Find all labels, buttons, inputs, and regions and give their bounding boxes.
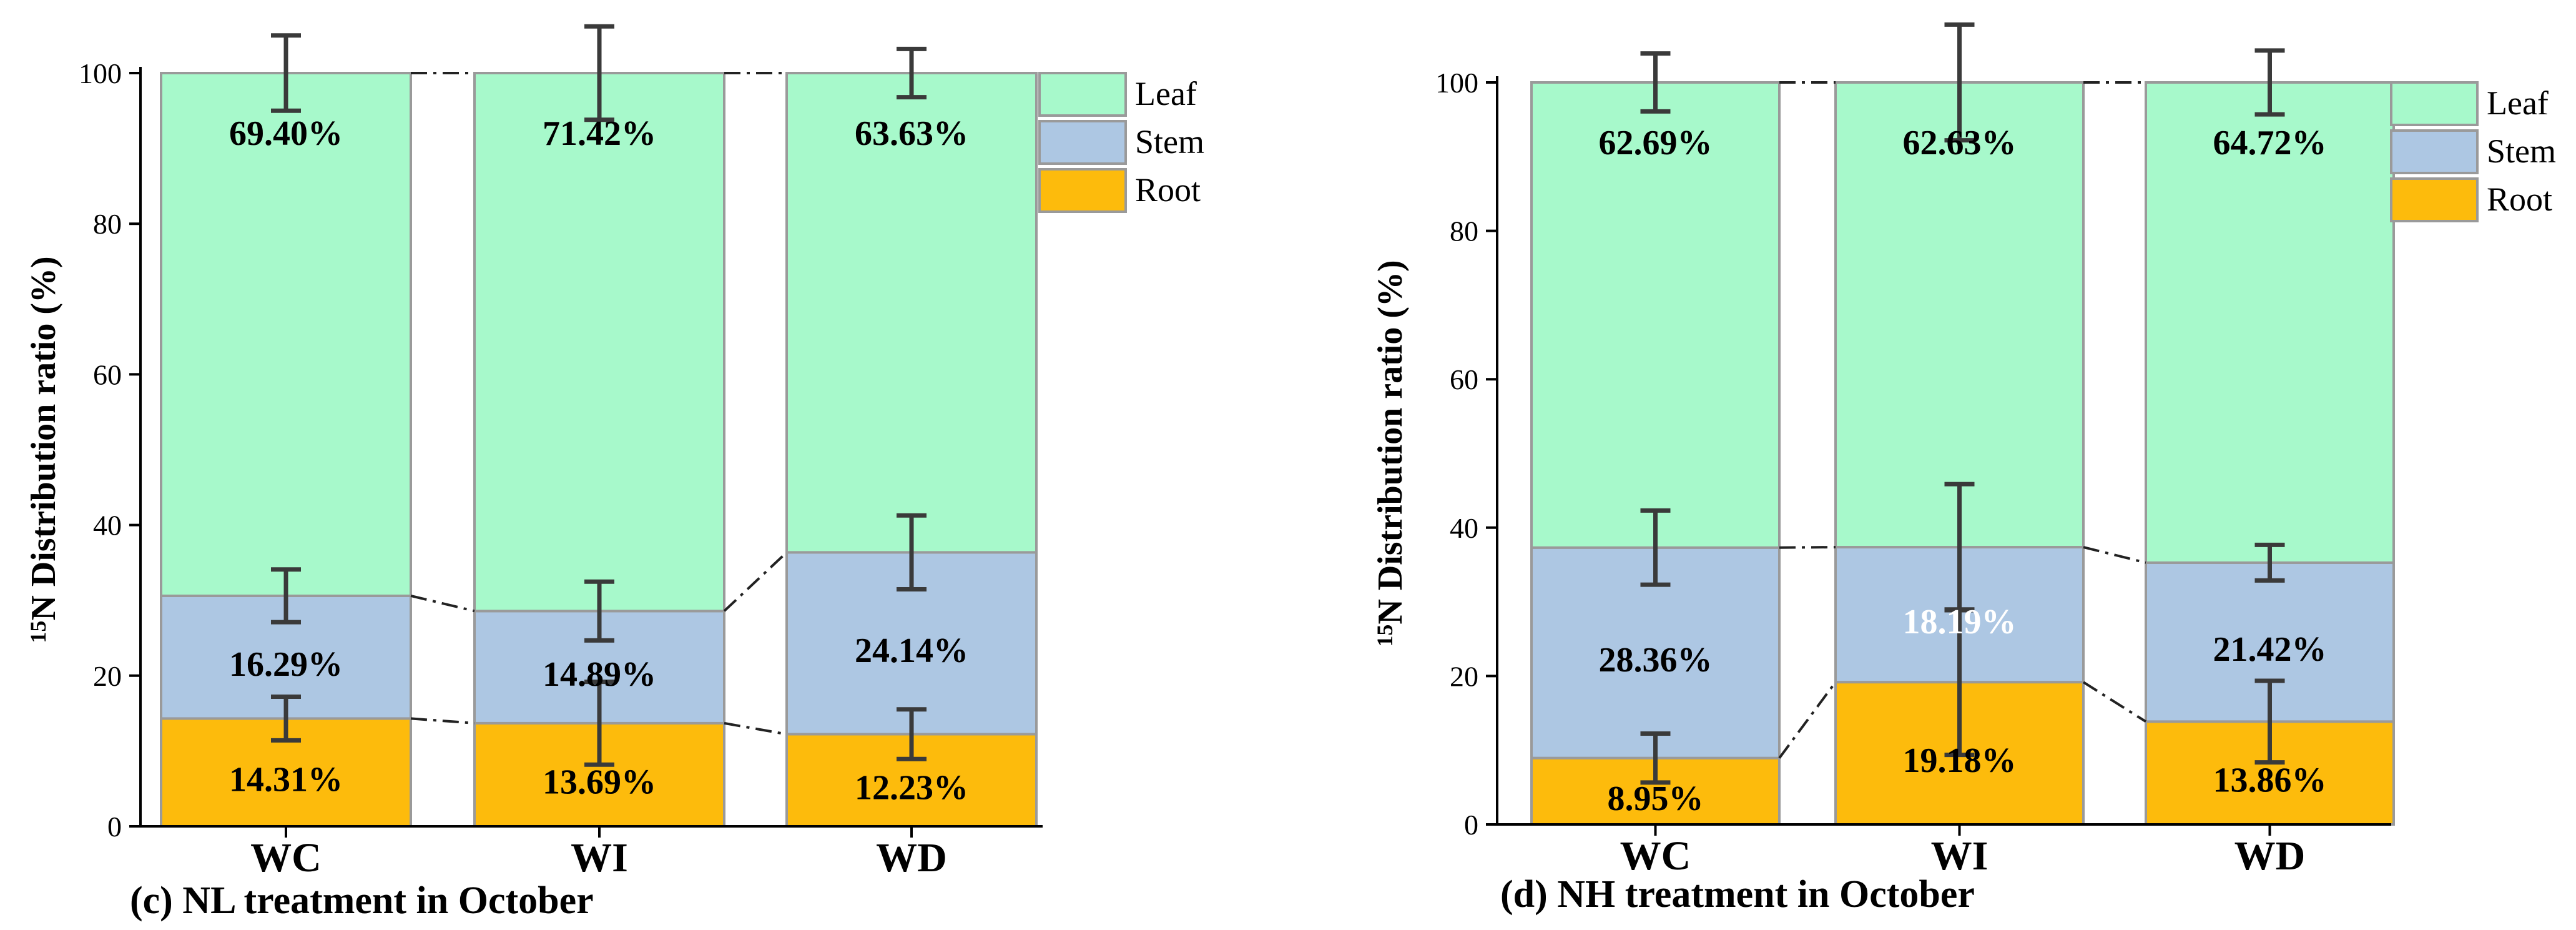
data-label-stem-wc: 16.29% <box>229 645 343 684</box>
bar-leaf-wd <box>2145 81 2395 564</box>
legend-swatch-root <box>1038 168 1127 213</box>
connector-line <box>410 595 475 613</box>
legend-label-leaf: Leaf <box>2487 84 2549 122</box>
chart-title: (c) NL treatment in October <box>130 879 594 922</box>
error-bar-leaf-wi <box>1944 22 1975 143</box>
data-label-root-wd: 13.86% <box>2213 761 2327 800</box>
legend: Leaf Stem Root <box>1038 72 1204 213</box>
bar-root-wi <box>473 721 725 828</box>
y-tick-label: 20 <box>93 660 122 692</box>
error-bar-stem-wi <box>1944 482 1975 613</box>
error-bar-root-wd <box>897 707 927 761</box>
y-tick-label: 60 <box>93 359 122 390</box>
legend-label-root: Root <box>1135 171 1201 209</box>
y-axis-label: 15N Distribution ratio (%) <box>24 256 63 643</box>
data-label-leaf-wi: 71.42% <box>543 114 656 153</box>
x-tick-label-wd: WD <box>876 835 947 881</box>
x-tick-label-wi: WI <box>571 835 628 881</box>
error-bar-leaf-wi <box>584 24 614 122</box>
y-tick-label: 40 <box>1450 512 1478 544</box>
y-tick-label: 100 <box>79 57 122 89</box>
y-tick-label: 80 <box>1450 215 1478 247</box>
legend-swatch-leaf <box>1038 72 1127 117</box>
legend-label-stem: Stem <box>2487 132 2556 170</box>
y-tick-label: 40 <box>93 510 122 542</box>
error-bar-root-wc <box>271 694 301 743</box>
error-bar-stem-wi <box>584 579 614 643</box>
data-label-stem-wc: 28.36% <box>1599 641 1713 680</box>
legend-label-root: Root <box>2487 181 2552 218</box>
data-label-stem-wd: 24.14% <box>855 631 968 670</box>
y-tick-label: 20 <box>1450 660 1478 692</box>
bar-leaf-wi <box>1834 81 2085 549</box>
y-axis-label-text: N Distribution ratio (%) <box>24 256 63 620</box>
bar-leaf-wd <box>785 72 1038 554</box>
legend-swatch-leaf <box>2390 81 2479 126</box>
data-label-leaf-wc: 69.40% <box>229 114 343 153</box>
connector-line <box>2082 681 2147 723</box>
y-tick-label: 0 <box>1464 809 1478 841</box>
legend-swatch-stem <box>1038 120 1127 165</box>
error-bar-leaf-wc <box>1640 51 1671 114</box>
x-tick-label-wd: WD <box>2234 833 2306 879</box>
data-label-leaf-wd: 63.63% <box>855 114 968 153</box>
chart-panel-c: 14.31% 16.29% 69.40% 13.69% 14.89% 71.42% 12.2… <box>24 24 1204 922</box>
error-bar-root-wd <box>2254 678 2285 765</box>
connector-line <box>723 551 788 612</box>
connector-line <box>2083 546 2146 564</box>
connector-line <box>410 717 475 725</box>
x-tick-label-wc: WC <box>250 835 322 881</box>
legend-swatch-root <box>2390 177 2479 222</box>
data-label-stem-wi: 14.89% <box>543 655 656 694</box>
data-label-leaf-wd: 64.72% <box>2213 124 2327 162</box>
y-tick-label: 100 <box>1435 67 1478 99</box>
connector-line <box>1778 681 1837 759</box>
y-axis-label: 15N Distribution ratio (%) <box>1371 260 1410 646</box>
error-bar-root-wi <box>584 680 614 767</box>
connector-line <box>1779 546 1836 549</box>
x-tick-label-wi: WI <box>1931 833 1989 879</box>
data-label-root-wc: 8.95% <box>1608 779 1704 818</box>
legend-swatch-stem <box>2390 129 2479 174</box>
data-label-root-wc: 14.31% <box>229 761 343 799</box>
bar-leaf-wc <box>1530 81 1781 549</box>
y-axis-label-text: N Distribution ratio (%) <box>1371 260 1410 624</box>
y-tick-label: 60 <box>1450 364 1478 395</box>
data-label-root-wi: 13.69% <box>543 763 656 801</box>
data-label-stem-wi: 18.19% <box>1903 603 2017 641</box>
legend: Leaf Stem Root <box>2390 81 2556 222</box>
data-label-leaf-wi: 62.63% <box>1903 124 2017 162</box>
chart-title: (d) NH treatment in October <box>1500 873 1975 916</box>
bar-leaf-wi <box>473 72 725 613</box>
error-bar-leaf-wd <box>2254 48 2285 117</box>
error-bar-stem-wd <box>2254 542 2285 583</box>
x-tick-label-wc: WC <box>1620 833 1691 879</box>
connector-line <box>724 721 787 736</box>
error-bar-stem-wc <box>271 567 301 625</box>
y-axis-label-superscript: 15 <box>26 621 51 643</box>
error-bar-leaf-wd <box>897 46 927 100</box>
legend-label-stem: Stem <box>1135 123 1204 161</box>
y-tick-label: 80 <box>93 208 122 240</box>
data-label-root-wd: 12.23% <box>855 768 968 807</box>
error-bar-leaf-wc <box>271 33 301 113</box>
legend-label-leaf: Leaf <box>1135 75 1197 112</box>
error-bar-stem-wc <box>1640 508 1671 587</box>
data-label-leaf-wc: 62.69% <box>1599 124 1713 162</box>
chart-panel-d: 8.95% 28.36% 62.69% 19.18% 18.19% 62.63% 13.86… <box>1371 22 2556 916</box>
data-label-root-wi: 19.18% <box>1903 741 2017 780</box>
data-label-stem-wd: 21.42% <box>2213 630 2327 669</box>
error-bar-stem-wd <box>897 513 927 591</box>
y-axis-label-superscript: 15 <box>1372 625 1397 647</box>
error-bar-root-wc <box>1640 731 1671 785</box>
y-tick-label: 0 <box>107 811 122 843</box>
